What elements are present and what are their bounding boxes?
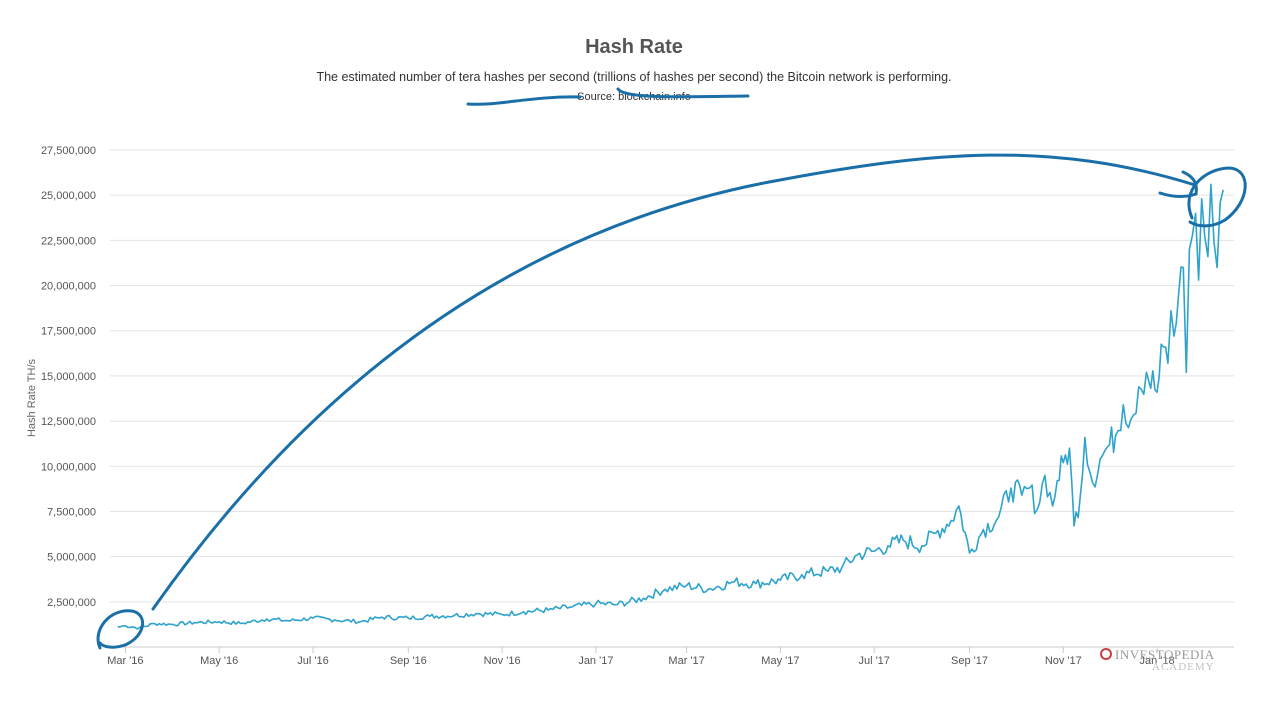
chart-source: Source: blockchain.info bbox=[577, 91, 691, 103]
x-tick-label: May '17 bbox=[761, 655, 799, 667]
x-tick-label: Sep '17 bbox=[951, 655, 988, 667]
grid-lines bbox=[110, 149, 1234, 653]
x-tick-label: Jul '16 bbox=[297, 655, 328, 667]
investopedia-logo-icon bbox=[1100, 648, 1112, 660]
source-underline-left bbox=[466, 95, 582, 106]
x-tick-label: Jan '18 bbox=[1140, 655, 1175, 667]
y-tick-label: 5,000,000 bbox=[47, 552, 96, 564]
watermark-line2: ACADEMY bbox=[1152, 661, 1215, 673]
y-tick-label: 25,000,000 bbox=[41, 190, 96, 202]
x-tick-label: Jan '17 bbox=[578, 655, 613, 667]
y-tick-label: 10,000,000 bbox=[41, 461, 96, 473]
y-tick-label: 22,500,000 bbox=[41, 235, 96, 247]
series-layer bbox=[117, 183, 1224, 630]
source-underline-right bbox=[616, 87, 750, 99]
y-tick-label: 7,500,000 bbox=[47, 506, 96, 518]
y-tick-label: 20,000,000 bbox=[41, 281, 96, 293]
y-tick-label: 2,500,000 bbox=[47, 597, 96, 609]
y-tick-label: 27,500,000 bbox=[41, 145, 96, 157]
y-tick-label: 12,500,000 bbox=[41, 416, 96, 428]
x-tick-label: May '16 bbox=[200, 655, 238, 667]
end-circle-annotation bbox=[1187, 166, 1247, 228]
growth-arc-arrow bbox=[151, 153, 1197, 611]
arrow-head-tick bbox=[1181, 170, 1198, 196]
chart-title: Hash Rate bbox=[585, 36, 683, 58]
x-tick-label: Nov '17 bbox=[1045, 655, 1082, 667]
y-tick-label: 15,000,000 bbox=[41, 371, 96, 383]
series-line-hash-rate bbox=[117, 183, 1224, 630]
investopedia-watermark: INVESTOPEDIA ACADEMY bbox=[1100, 648, 1230, 673]
x-tick-label: Nov '16 bbox=[484, 655, 521, 667]
hand-drawn-annotations bbox=[96, 87, 1247, 650]
chart-subtitle: The estimated number of tera hashes per … bbox=[316, 70, 952, 84]
x-tick-labels: Mar '16 May '16 Jul '16 Sep '16 Nov '16 Jan '… bbox=[107, 655, 1174, 667]
x-tick-label: Jul '17 bbox=[858, 655, 889, 667]
y-tick-label: 17,500,000 bbox=[41, 326, 96, 338]
x-tick-label: Sep '16 bbox=[390, 655, 427, 667]
start-circle-annotation bbox=[96, 609, 144, 650]
watermark-line1: INVESTOPEDIA bbox=[1115, 647, 1215, 662]
arrow-head-mark bbox=[1158, 191, 1198, 198]
x-tick-label: Mar '17 bbox=[668, 655, 704, 667]
x-tick-label: Mar '16 bbox=[107, 655, 143, 667]
y-tick-labels: 2,500,000 5,000,000 7,500,000 10,000,000 12,… bbox=[41, 145, 96, 609]
